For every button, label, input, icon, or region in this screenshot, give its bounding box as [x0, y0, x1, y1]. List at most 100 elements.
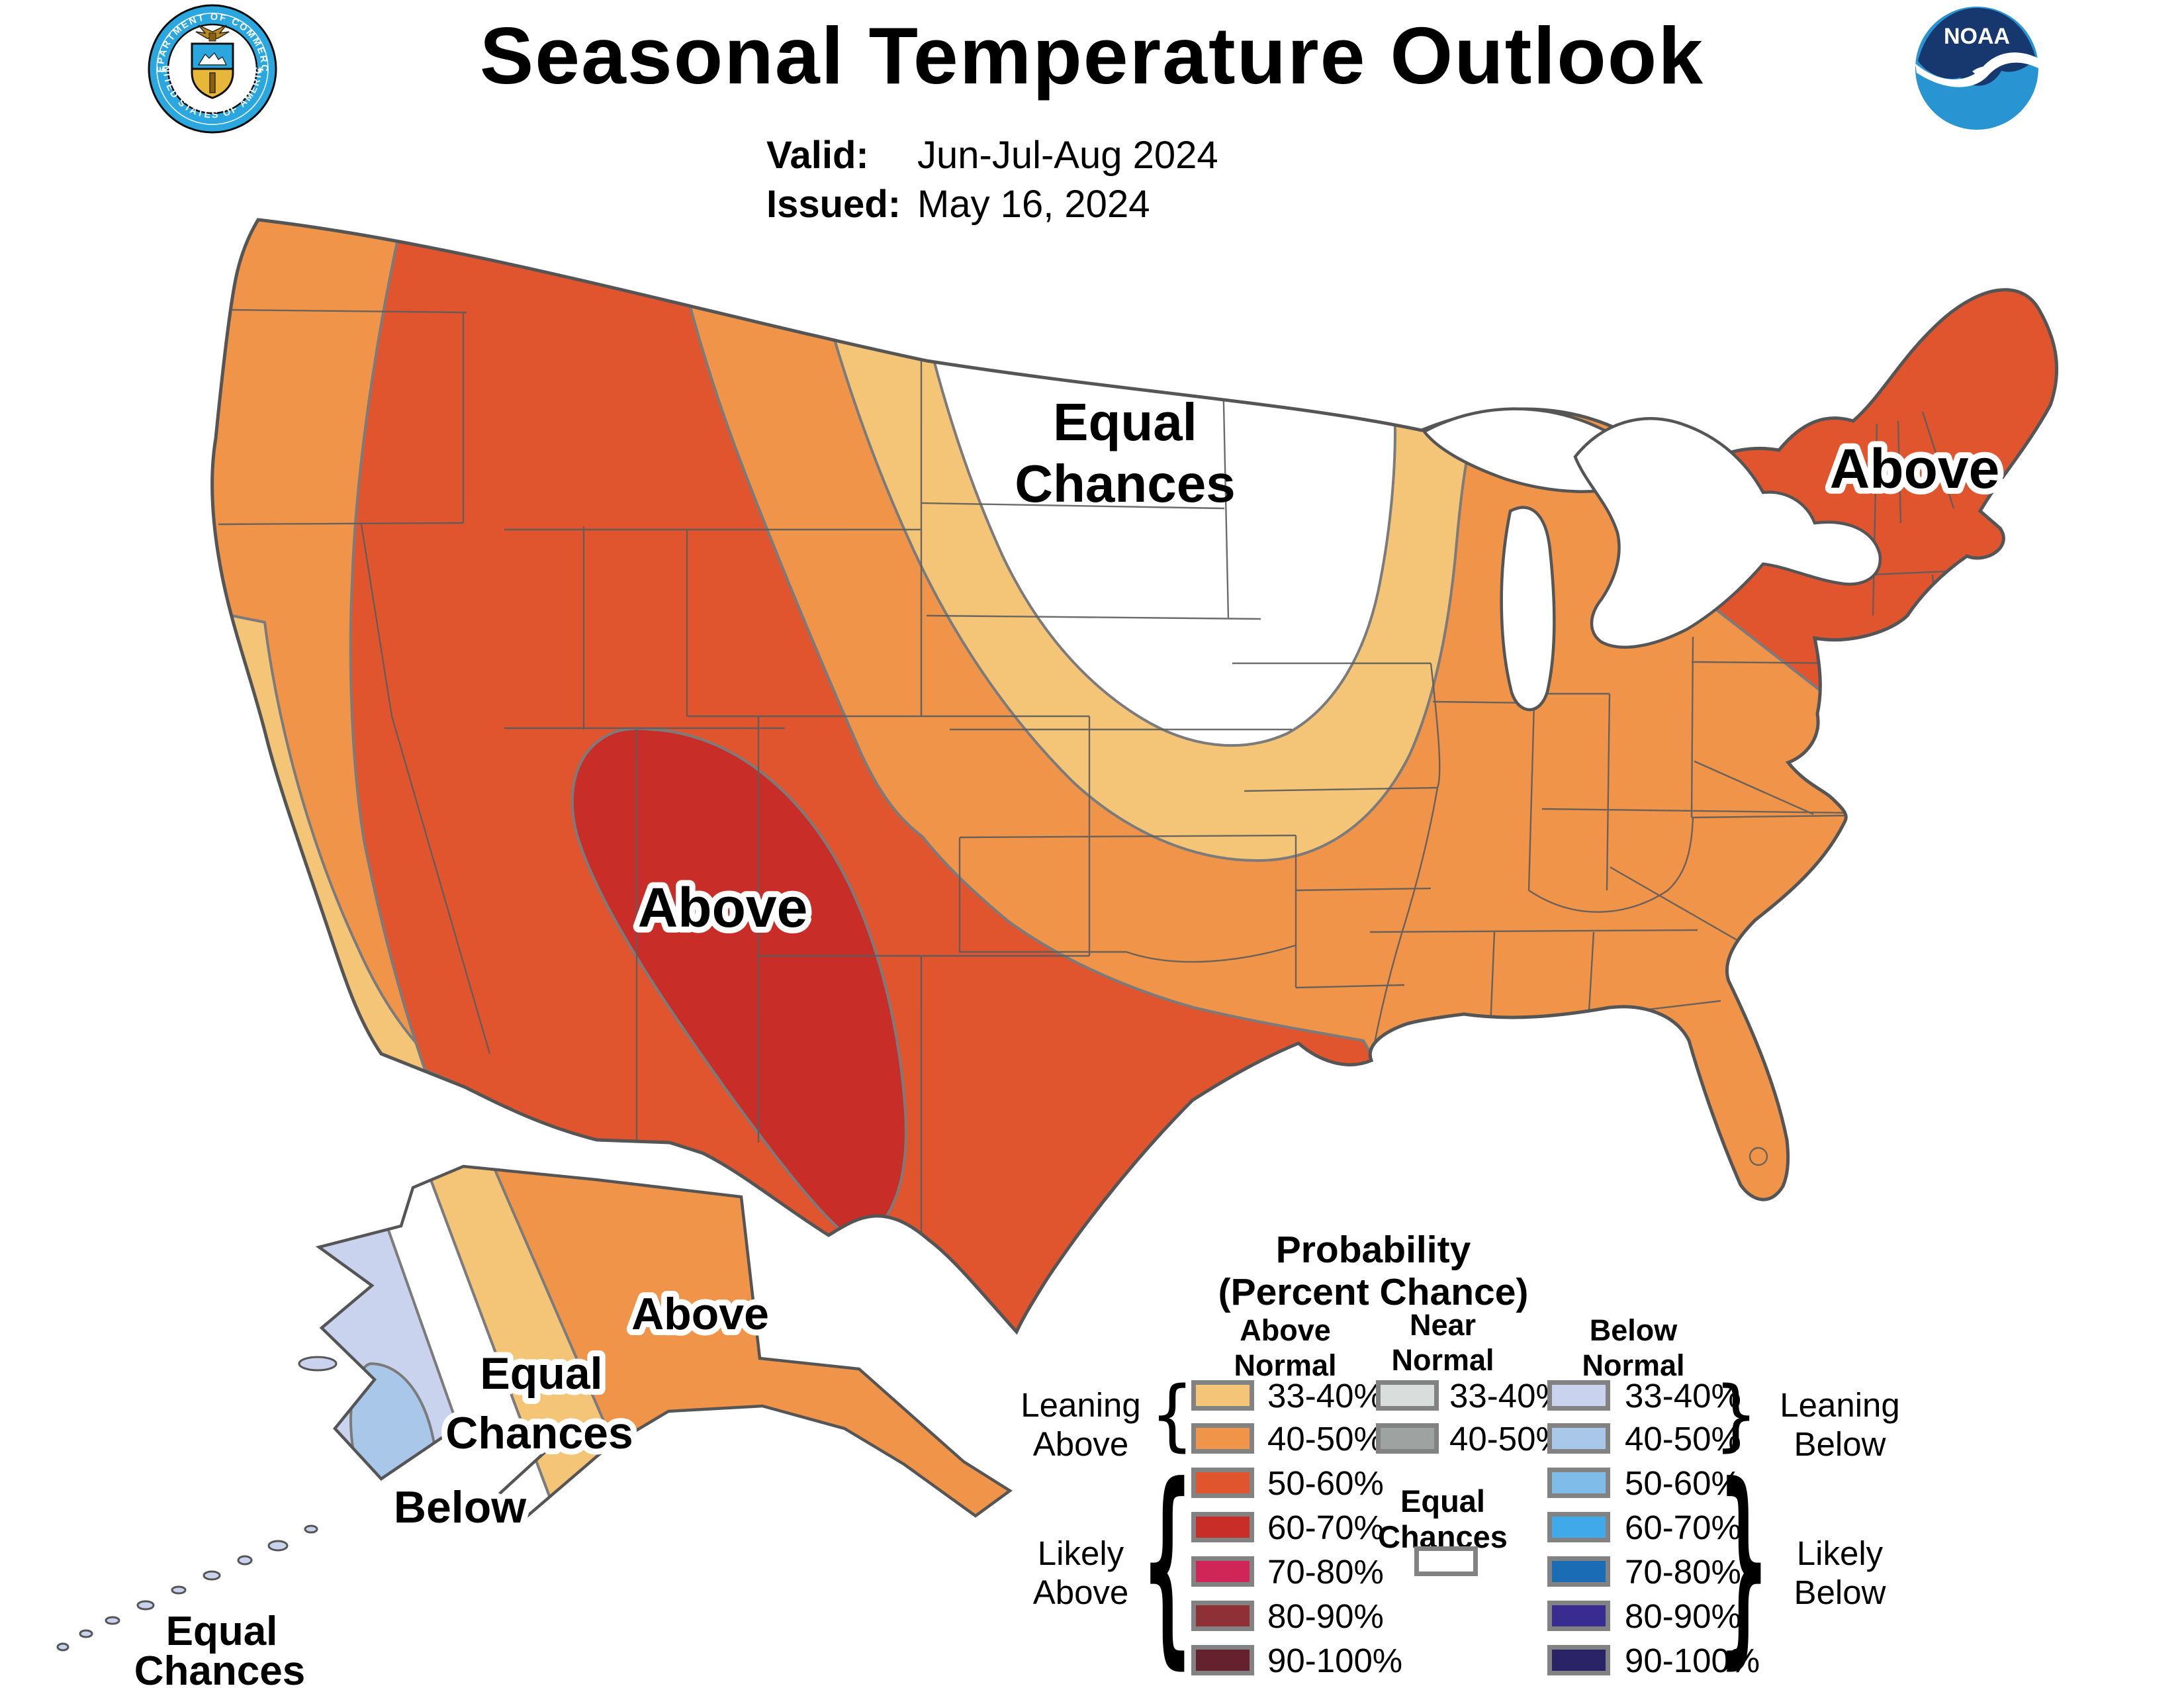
seal-star-left: ★	[160, 65, 168, 75]
bracket-leaning-above-line2: Above	[1032, 1425, 1129, 1464]
seal-shield-icon	[191, 42, 234, 99]
swatch-label: 40-50%	[1625, 1419, 1741, 1458]
bracket-likely-above-line1: Likely	[1037, 1534, 1124, 1572]
valid-label: Valid:	[766, 134, 869, 177]
swatch-below-33-40	[1547, 1380, 1610, 1411]
swatch-below-60-70	[1547, 1512, 1610, 1542]
noaa-wordmark: NOAA	[1944, 24, 2010, 49]
swatch-above-90-100	[1191, 1645, 1254, 1675]
swatch-label: 90-100%	[1267, 1641, 1403, 1679]
swatch-near-40-50	[1376, 1423, 1439, 1454]
swatch-label: 40-50%	[1267, 1419, 1384, 1458]
swatch-label: 70-80%	[1267, 1552, 1384, 1591]
great-lakes	[1422, 407, 1882, 712]
label-above-northeast: Above	[1830, 438, 2000, 500]
swatch-below-50-60	[1547, 1468, 1610, 1498]
label-aleutians-equal-chances-line1: Equal	[166, 1609, 278, 1654]
swatch-above-33-40	[1191, 1380, 1254, 1411]
bracket-leaning-below-line2: Below	[1794, 1425, 1886, 1464]
label-conus-equal-chances-line2: Chances	[1015, 454, 1235, 513]
legend-title-line1: Probability	[1275, 1229, 1471, 1271]
brace-likely-above: {	[1140, 1444, 1195, 1684]
swatch-above-50-60	[1191, 1468, 1254, 1498]
swatch-label: 33-40%	[1449, 1376, 1566, 1415]
swatch-label: 60-70%	[1625, 1508, 1741, 1546]
swatch-label: 50-60%	[1267, 1464, 1384, 1502]
swatch-below-90-100	[1547, 1645, 1610, 1675]
legend-title: Probability (Percent Chance)	[1175, 1229, 1572, 1314]
noaa-dark-fan	[1918, 8, 2036, 86]
legend: Probability (Percent Chance) Above Norma…	[993, 1228, 1933, 1688]
brace-likely-below: }	[1717, 1444, 1771, 1684]
bracket-leaning-above: Leaning Above	[1011, 1385, 1150, 1464]
swatch-label: 90-100%	[1625, 1641, 1760, 1679]
bracket-likely-below: Likely Below	[1764, 1534, 1916, 1612]
legend-header-above-normal: Above Normal	[1203, 1313, 1368, 1383]
lakes-huron-erie-ontario	[1573, 417, 1882, 649]
label-above-southwest: Above	[638, 876, 808, 939]
noaa-logo-icon: NOAA	[1915, 7, 2038, 130]
alaska-coastline	[315, 1164, 1013, 1522]
issued-row: Issued: May 16, 2024	[766, 180, 1218, 229]
department-of-commerce-seal-icon: DEPARTMENT OF COMMERCE UNITED STATES OF …	[144, 4, 277, 134]
swatch-above-60-70	[1191, 1512, 1254, 1542]
legend-title-line2: (Percent Chance)	[1218, 1270, 1529, 1313]
legend-equal-chances-line1: Equal	[1400, 1483, 1485, 1519]
swatch-above-70-80	[1191, 1556, 1254, 1587]
swatch-near-33-40	[1376, 1380, 1439, 1411]
swatch-label: 70-80%	[1625, 1552, 1741, 1591]
legend-header-near-line1: Near	[1409, 1308, 1477, 1342]
brace-leaning-above: {	[1150, 1369, 1195, 1460]
swatch-below-80-90	[1547, 1601, 1610, 1631]
legend-header-above-line2: Normal	[1234, 1348, 1337, 1383]
legend-header-below-line2: Normal	[1582, 1348, 1685, 1383]
state-borders	[218, 308, 1965, 1242]
bracket-leaning-below-line1: Leaning	[1780, 1386, 1900, 1424]
label-conus-equal-chances-line1: Equal	[1053, 393, 1197, 451]
swatch-label: 33-40%	[1625, 1376, 1741, 1415]
lake-michigan	[1500, 506, 1556, 712]
bracket-likely-above-line2: Above	[1032, 1573, 1129, 1612]
swatch-label: 60-70%	[1267, 1508, 1384, 1546]
bracket-likely-below-line2: Below	[1794, 1573, 1886, 1612]
seal-lighthouse-icon	[209, 72, 216, 93]
swatch-above-80-90	[1191, 1601, 1254, 1631]
legend-equal-chances-label: Equal Chances	[1360, 1483, 1525, 1555]
aleutian-islands	[56, 1356, 338, 1652]
swatch-label: 40-50%	[1449, 1419, 1566, 1458]
bracket-leaning-above-line1: Leaning	[1021, 1386, 1141, 1424]
swatch-below-70-80	[1547, 1556, 1610, 1587]
legend-header-near-line2: Normal	[1391, 1343, 1494, 1378]
issued-label: Issued:	[766, 183, 901, 226]
swatch-label: 50-60%	[1625, 1464, 1741, 1502]
label-alaska-above: Above	[631, 1289, 769, 1339]
validity-block: Valid: Jun-Jul-Aug 2024 Issued: May 16, …	[766, 131, 1218, 229]
brace-leaning-below: }	[1714, 1369, 1758, 1460]
swatch-label: 80-90%	[1267, 1597, 1384, 1635]
swatch-label: 80-90%	[1625, 1597, 1741, 1635]
label-aleutians-equal-chances-line2: Chances	[134, 1648, 305, 1688]
swatch-below-40-50	[1547, 1423, 1610, 1454]
seal-ship-icon	[197, 52, 227, 66]
noaa-seagull-icon	[1915, 52, 2038, 87]
bracket-likely-above: Likely Above	[1011, 1534, 1150, 1612]
legend-header-above-line1: Above	[1240, 1313, 1331, 1347]
label-alaska-equal-chances-line1: Equal	[480, 1348, 602, 1399]
issued-value: May 16, 2024	[917, 183, 1150, 226]
valid-value: Jun-Jul-Aug 2024	[917, 134, 1218, 177]
valid-row: Valid: Jun-Jul-Aug 2024	[766, 131, 1218, 180]
swatch-above-40-50	[1191, 1423, 1254, 1454]
legend-header-below-normal: Below Normal	[1551, 1313, 1716, 1383]
page-title: Seasonal Temperature Outlook	[479, 11, 1705, 101]
legend-header-near-normal: Near Normal	[1360, 1307, 1525, 1378]
seal-star-right: ★	[256, 65, 264, 75]
legend-equal-chances-swatch	[1414, 1546, 1478, 1576]
label-alaska-below: Below	[394, 1482, 527, 1532]
region-west-above-50-60	[349, 220, 1406, 1332]
legend-header-below-line1: Below	[1589, 1313, 1678, 1347]
conus-coastline	[210, 218, 2059, 1335]
bracket-leaning-below: Leaning Below	[1764, 1385, 1916, 1464]
bracket-likely-below-line1: Likely	[1796, 1534, 1884, 1572]
label-alaska-equal-chances-line2: Chances	[445, 1408, 633, 1458]
